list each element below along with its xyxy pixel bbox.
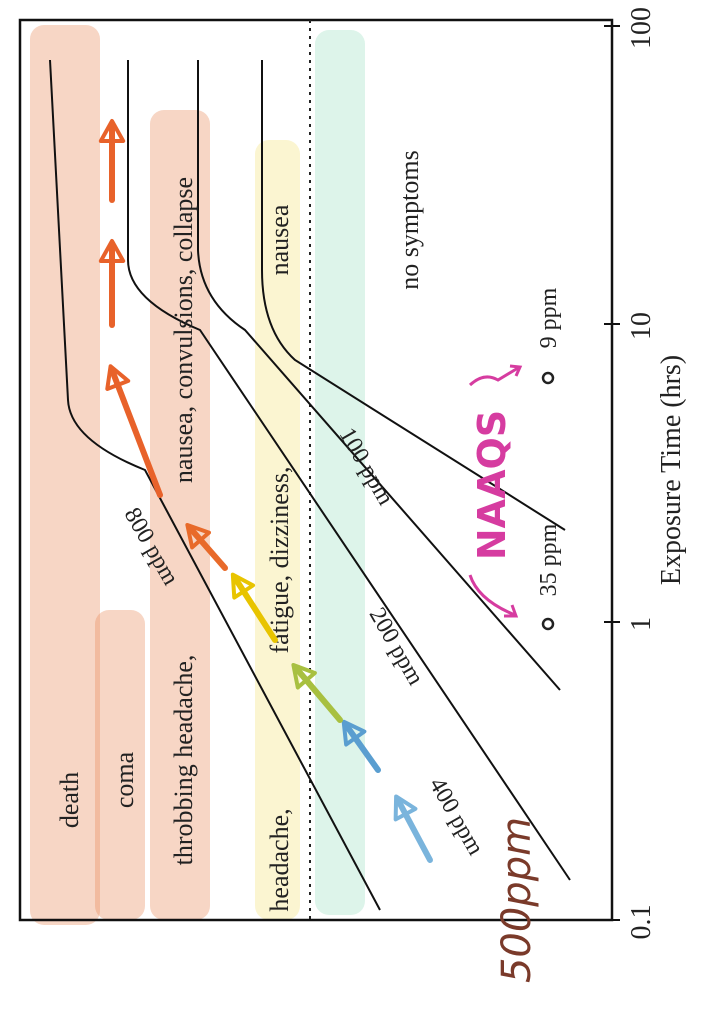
symptom-arrowhead (341, 719, 367, 747)
naaqs-label: NAAQS (470, 410, 514, 560)
symptom-arrow-shaft (109, 367, 163, 498)
x-tick-label: 0.1 (626, 905, 657, 940)
x-axis-label: Exposure Time (hrs) (656, 355, 687, 585)
symptom-arrows (98, 119, 433, 863)
curve-100ppm (261, 60, 566, 531)
standard-35ppm: 35 ppm (536, 523, 562, 631)
standard-label-9: 9 ppm (536, 287, 562, 348)
plot-frame (18, 18, 614, 922)
symptom-arrowhead (98, 119, 126, 143)
curve-200ppm (197, 60, 561, 691)
symptom-zone (95, 610, 145, 920)
symptom-arrow-shaft (187, 525, 228, 571)
x-axis-ticks: 0.1 1 10 100 (604, 7, 657, 940)
zone-label: headache, (265, 808, 294, 911)
symptom-zone (315, 30, 365, 915)
naaqs-arrowhead-down (504, 604, 519, 618)
symptom-arrow-shaft (232, 575, 278, 643)
symptom-arrowhead (105, 364, 131, 391)
naaqs-arrowhead-up (509, 364, 523, 377)
x-tick-label: 1 (626, 617, 657, 631)
symptom-arrowhead (185, 522, 211, 550)
symptom-zone (255, 140, 300, 920)
symptom-arrowhead (393, 794, 418, 822)
symptom-arrow-shaft (395, 797, 433, 863)
symptom-arrowhead (98, 239, 126, 263)
zone-label: nausea (265, 204, 294, 275)
standard-9ppm: 9 ppm (536, 287, 562, 385)
symptom-arrowhead (291, 662, 317, 690)
naaqs-annotation: NAAQS (468, 364, 523, 618)
standard-label-35: 35 ppm (536, 523, 562, 596)
x-tick-label: 10 (626, 312, 657, 340)
zone-label: fatigue, dizziness, (265, 467, 294, 654)
standard-marker (541, 371, 555, 385)
curve-400ppm (127, 60, 571, 881)
zone-labels: death coma throbbing headache, nausea, conv… (55, 150, 424, 911)
handwritten-500ppm: 500ppm (494, 817, 540, 983)
curve-800ppm (49, 59, 381, 911)
zone-label: coma (110, 751, 139, 808)
symptom-zones (30, 25, 365, 925)
naaqs-arrow-up (468, 366, 519, 387)
zone-label: no symptoms (395, 150, 424, 289)
symptom-arrowhead (230, 572, 256, 600)
standard-marker (541, 617, 555, 631)
symptom-arrow-shaft (293, 665, 343, 723)
zone-label: death (55, 772, 84, 828)
naaqs-arrow-down (468, 574, 516, 617)
symptom-arrow-shaft (343, 722, 381, 773)
symptom-zone (30, 25, 100, 925)
x-tick-label: 100 (626, 7, 657, 49)
zone-label: throbbing headache, (169, 655, 198, 866)
zone-label: nausea, convulsions, collapse (169, 177, 198, 483)
